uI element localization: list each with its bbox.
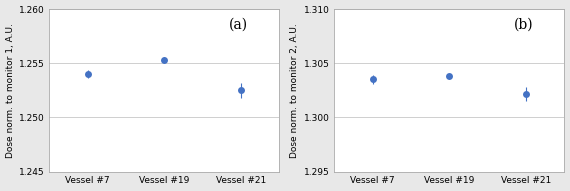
Text: (b): (b)	[514, 17, 534, 31]
Text: (a): (a)	[229, 17, 248, 31]
Y-axis label: Dose norm. to monitor 2, A.U.: Dose norm. to monitor 2, A.U.	[291, 23, 299, 158]
Y-axis label: Dose norm. to monitor 1, A.U.: Dose norm. to monitor 1, A.U.	[6, 23, 15, 158]
